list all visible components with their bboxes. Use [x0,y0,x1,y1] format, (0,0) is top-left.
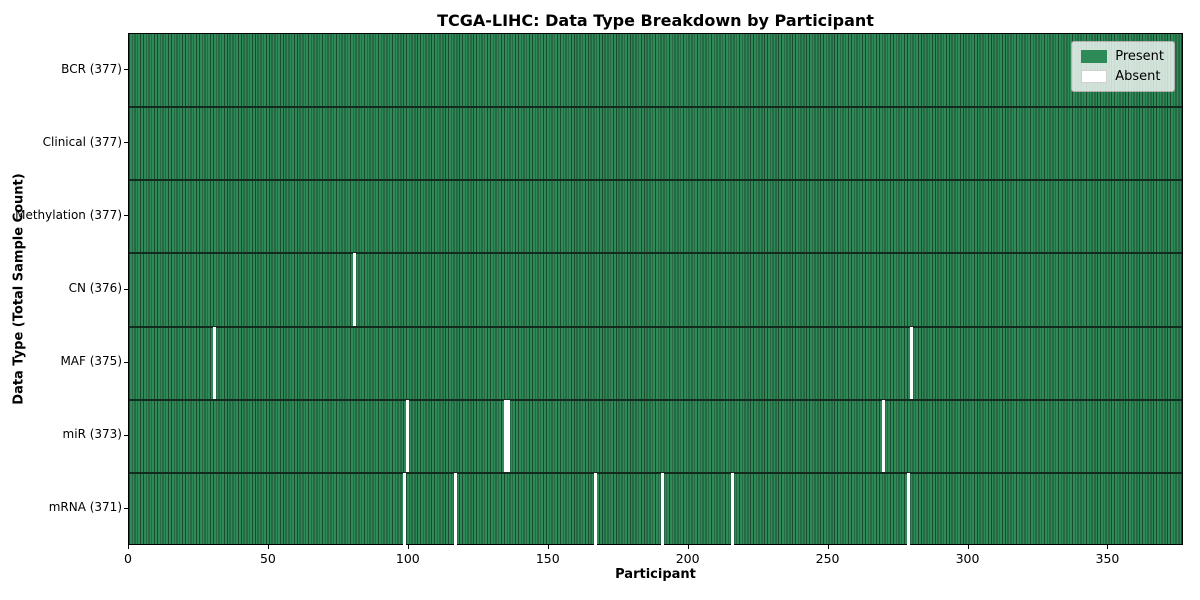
chart-title: TCGA-LIHC: Data Type Breakdown by Partic… [437,11,874,30]
y-tick-label-CN: CN (376) [68,281,122,295]
x-tick-label-350: 350 [1095,551,1120,566]
present-swatch [1081,50,1108,63]
y-tick-label-Methylation: Methylation (377) [15,207,122,222]
y-tick-label-mRNA: mRNA (371) [48,500,122,515]
y-tick-mark [124,361,128,363]
x-tick-label-100: 100 [395,551,420,566]
x-tick-label-250: 250 [815,551,840,566]
x-tick-mark [547,545,549,549]
absent-gap-MAF-279 [909,326,913,400]
y-tick-mark [124,215,128,217]
y-tick-mark [124,434,128,436]
absent-gap-miR-269 [881,399,885,473]
y-tick-mark [124,142,128,144]
row-separator [129,398,1182,401]
row-separator [129,106,1182,109]
legend: Present Absent [1071,41,1175,92]
absent-gap-mRNA-116 [453,472,457,546]
absent-gap-miR-134 [503,399,510,473]
x-tick-label-300: 300 [955,551,980,566]
y-tick-label-MAF: MAF (375) [60,354,122,369]
legend-item-absent: Absent [1081,69,1164,84]
legend-label-present: Present [1115,49,1164,64]
row-separator [129,252,1182,255]
absent-gap-mRNA-190 [660,472,664,546]
x-tick-label-50: 50 [259,551,276,566]
absent-gap-miR-99 [406,399,410,473]
x-tick-label-150: 150 [535,551,560,566]
x-tick-mark [687,545,689,549]
row-separator [129,471,1182,474]
absent-gap-MAF-30 [212,326,217,400]
absent-swatch [1081,70,1108,83]
x-axis-label: Participant [615,567,696,582]
x-tick-label-200: 200 [675,551,700,566]
x-tick-mark [967,545,969,549]
x-tick-label-0: 0 [124,551,132,566]
absent-gap-mRNA-278 [906,472,911,546]
y-tick-label-Clinical: Clinical (377) [42,134,122,149]
row-separator [129,325,1182,328]
row-separator [129,179,1182,182]
plot-area: Present Absent [128,33,1183,546]
absent-gap-CN-80 [352,253,356,327]
y-tick-label-BCR: BCR (377) [61,61,122,76]
legend-item-present: Present [1081,49,1164,64]
absent-gap-mRNA-98 [403,472,407,546]
y-tick-mark [124,507,128,509]
x-tick-mark [267,545,269,549]
y-tick-mark [124,69,128,71]
x-tick-mark [407,545,409,549]
x-tick-mark [827,545,829,549]
legend-label-absent: Absent [1115,69,1161,84]
absent-gap-mRNA-166 [593,472,597,546]
x-tick-mark [128,545,129,549]
x-tick-mark [1107,545,1109,549]
y-tick-label-miR: miR (373) [62,427,122,442]
absent-gap-mRNA-215 [730,472,734,546]
y-tick-mark [124,288,128,290]
